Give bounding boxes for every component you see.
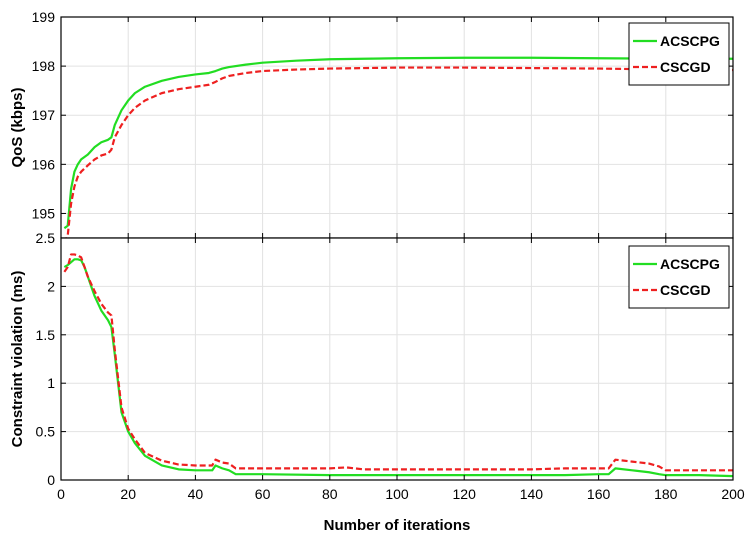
legend-box: [628, 245, 730, 309]
x-tick-label: 0: [57, 486, 65, 502]
series-line-cscgd: [63, 66, 734, 244]
y-axis-title: QoS (kbps): [9, 87, 26, 167]
legend-box: [628, 22, 730, 86]
series-line-acscpg: [63, 56, 733, 230]
legend-label-acscpg: ACSCPG: [660, 33, 720, 49]
y-tick-label: 197: [32, 107, 56, 123]
panel-2: 0 20 40 60 80 100 120 140 160 180 200 0 0.5 1 1.5 2 2.5 C…: [9, 230, 745, 534]
x-tick-label: 160: [587, 486, 611, 502]
x-tick-label: 200: [721, 486, 745, 502]
x-tick-label: 20: [120, 486, 136, 502]
y-tick-label: 198: [32, 58, 56, 74]
x-axis-title: Number of iterations: [324, 517, 471, 534]
y-tick-label: 195: [32, 205, 56, 221]
y-tick-label: 1: [47, 375, 55, 391]
legend-label-acscpg: ACSCPG: [660, 256, 720, 272]
x-tick-label: 40: [188, 486, 204, 502]
y-tick-label: 1.5: [36, 327, 56, 343]
legend: ACSCPG CSCGD: [628, 245, 730, 309]
x-tick-label: 80: [322, 486, 338, 502]
x-tick-label: 100: [385, 486, 409, 502]
legend: ACSCPG CSCGD: [628, 22, 730, 86]
y-tick-label: 0.5: [36, 424, 56, 440]
y-tick-label: 199: [32, 9, 56, 25]
y-tick-label: 0: [47, 472, 55, 488]
x-tick-label: 180: [654, 486, 678, 502]
panel-1: 195 196 197 198 199 QoS (kbps) ACSCPG CSCGD: [9, 9, 734, 244]
x-tick-label: 60: [255, 486, 271, 502]
legend-label-cscgd: CSCGD: [660, 59, 711, 75]
legend-label-cscgd: CSCGD: [660, 282, 711, 298]
y-tick-label: 2.5: [36, 230, 56, 246]
y-tick-label: 196: [32, 156, 56, 172]
y-tick-label: 2: [47, 278, 55, 294]
y-axis-title: Constraint violation (ms): [9, 271, 26, 448]
x-tick-label: 140: [520, 486, 544, 502]
x-tick-label: 120: [453, 486, 477, 502]
